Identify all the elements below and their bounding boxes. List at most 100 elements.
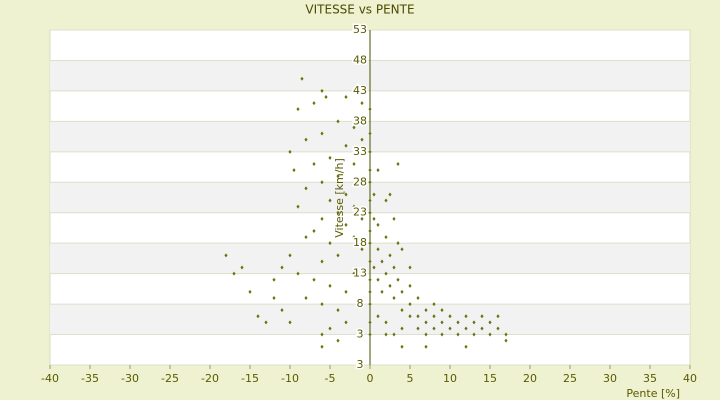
point bbox=[304, 235, 308, 240]
x-tick-label: 40 bbox=[683, 372, 697, 385]
point bbox=[352, 162, 356, 166]
x-tick-label: 30 bbox=[603, 372, 617, 385]
point bbox=[360, 101, 364, 106]
point bbox=[388, 192, 392, 197]
point bbox=[304, 186, 308, 191]
point bbox=[320, 216, 324, 221]
point bbox=[312, 229, 316, 233]
point bbox=[400, 344, 404, 349]
point bbox=[352, 125, 356, 130]
point bbox=[448, 326, 452, 331]
point bbox=[384, 235, 388, 240]
point bbox=[320, 302, 324, 307]
point bbox=[368, 241, 372, 246]
y-axis-title: Vitesse [km/h] bbox=[333, 158, 346, 238]
x-tick-label: -15 bbox=[241, 372, 259, 385]
point bbox=[496, 326, 500, 331]
y-tick-label: 13 bbox=[353, 267, 367, 280]
point bbox=[396, 162, 400, 166]
point bbox=[296, 204, 300, 209]
point bbox=[352, 271, 356, 276]
point bbox=[440, 308, 444, 313]
point bbox=[488, 332, 492, 337]
point bbox=[432, 302, 436, 307]
point bbox=[248, 289, 252, 294]
point bbox=[416, 326, 420, 331]
point bbox=[424, 320, 428, 325]
point bbox=[372, 265, 376, 270]
y-tick-label: 48 bbox=[353, 53, 367, 66]
point bbox=[288, 253, 292, 258]
point bbox=[368, 320, 372, 325]
point bbox=[400, 326, 404, 331]
point bbox=[344, 320, 348, 325]
x-tick-label: -30 bbox=[121, 372, 139, 385]
point bbox=[424, 308, 428, 313]
point bbox=[440, 320, 444, 325]
point bbox=[304, 296, 308, 300]
y-tick-label: 53 bbox=[353, 23, 367, 36]
point bbox=[256, 314, 260, 319]
x-tick-label: 0 bbox=[367, 372, 374, 385]
point bbox=[296, 271, 300, 276]
point bbox=[504, 332, 508, 337]
point bbox=[388, 283, 392, 288]
point bbox=[328, 155, 332, 160]
point bbox=[376, 314, 380, 319]
point bbox=[392, 216, 396, 221]
point bbox=[440, 332, 444, 337]
x-tick-label: -40 bbox=[41, 372, 59, 385]
point bbox=[232, 271, 236, 276]
point bbox=[392, 265, 396, 270]
point bbox=[480, 314, 484, 319]
point bbox=[372, 216, 376, 221]
point bbox=[376, 247, 380, 252]
point bbox=[472, 320, 476, 325]
point bbox=[368, 332, 372, 337]
point bbox=[304, 137, 308, 142]
point bbox=[416, 296, 420, 300]
point bbox=[392, 332, 396, 337]
point bbox=[272, 296, 276, 300]
point bbox=[328, 198, 332, 203]
point bbox=[388, 253, 392, 258]
point bbox=[360, 247, 364, 252]
x-tick-label: 25 bbox=[563, 372, 577, 385]
point bbox=[288, 149, 292, 154]
x-tick-label: -25 bbox=[161, 372, 179, 385]
point bbox=[360, 137, 364, 142]
point bbox=[424, 332, 428, 337]
point bbox=[416, 314, 420, 319]
point bbox=[432, 326, 436, 331]
point bbox=[376, 168, 380, 173]
point bbox=[240, 265, 244, 270]
y-tick-label: 8 bbox=[357, 297, 364, 310]
x-tick-label: -5 bbox=[325, 372, 336, 385]
point bbox=[368, 277, 372, 282]
point bbox=[368, 259, 372, 264]
point bbox=[312, 277, 316, 282]
x-axis-title: Pente [%] bbox=[626, 387, 680, 400]
y-tick-label: 43 bbox=[353, 84, 367, 97]
point bbox=[472, 332, 476, 337]
point bbox=[320, 180, 324, 185]
point bbox=[368, 149, 372, 154]
point bbox=[312, 162, 316, 166]
point bbox=[368, 302, 372, 307]
point bbox=[280, 265, 284, 270]
point bbox=[344, 192, 348, 197]
y-tick-label: 33 bbox=[353, 145, 367, 158]
point bbox=[456, 320, 460, 325]
y-tick-label: 3 bbox=[357, 358, 364, 371]
point bbox=[408, 283, 412, 288]
point bbox=[292, 168, 296, 173]
point bbox=[300, 76, 304, 81]
point bbox=[400, 308, 404, 313]
x-tick-label: -10 bbox=[281, 372, 299, 385]
point bbox=[344, 289, 348, 294]
point bbox=[464, 344, 468, 349]
point bbox=[464, 326, 468, 331]
y-tick-label: 28 bbox=[353, 175, 367, 188]
x-tick-label: 5 bbox=[407, 372, 414, 385]
